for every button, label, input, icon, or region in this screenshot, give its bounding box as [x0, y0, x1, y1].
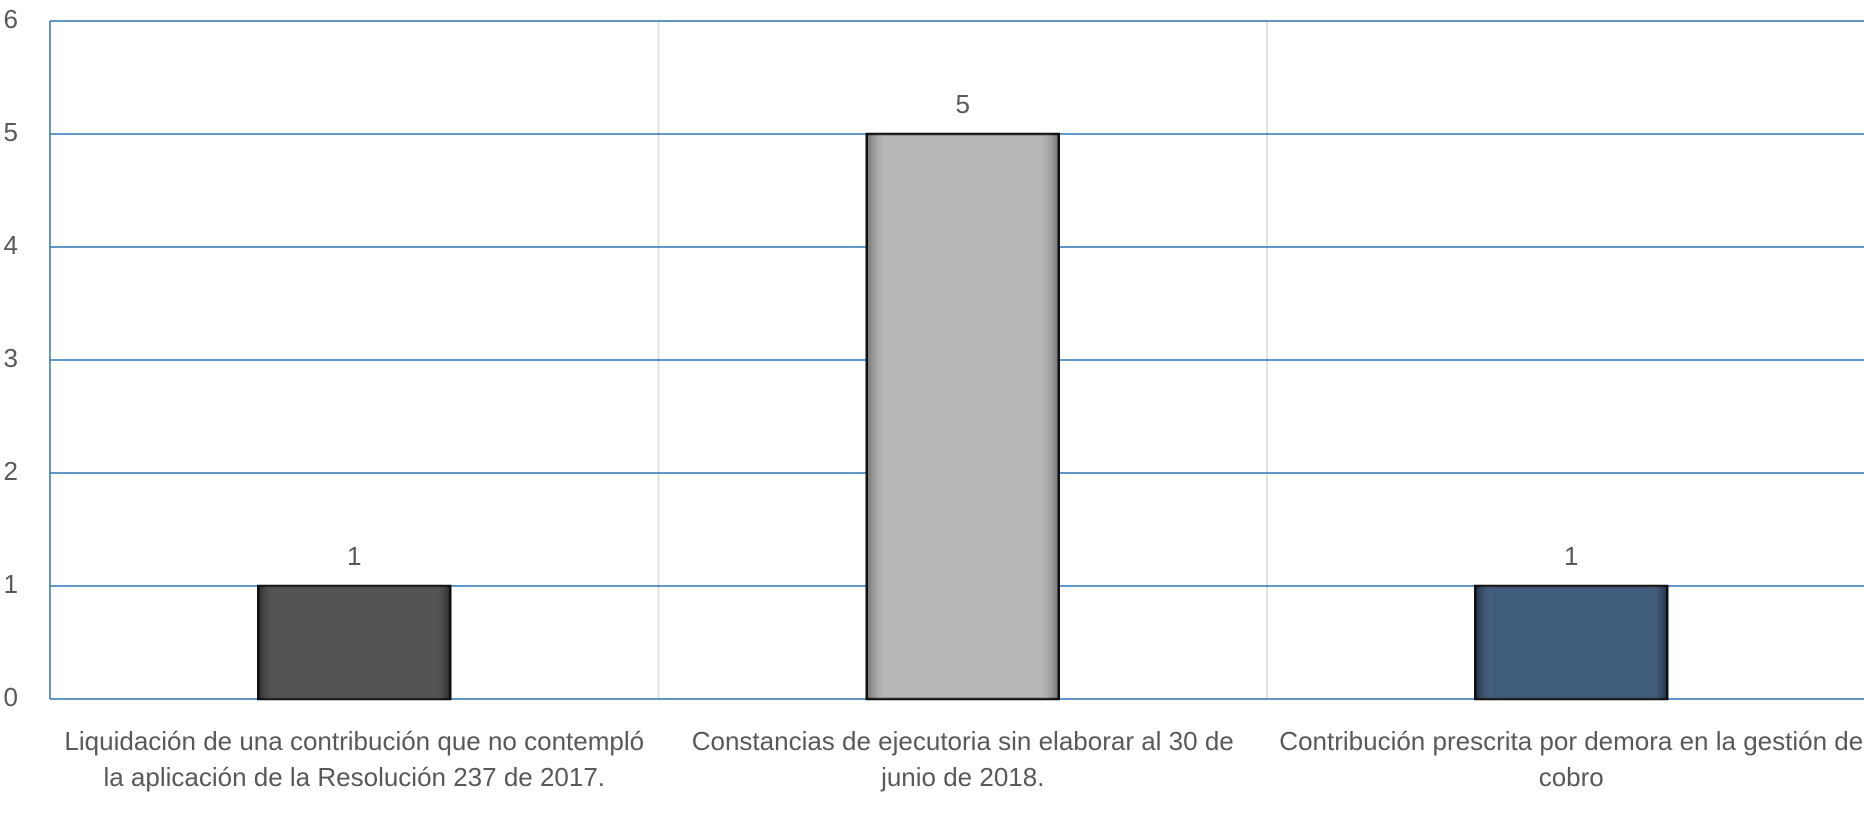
x-tick-label: Contribución prescrita por demora en la … — [1279, 726, 1864, 792]
bar-bevel — [866, 134, 1059, 699]
data-label: 1 — [347, 541, 361, 571]
bar-bevel — [1475, 586, 1668, 699]
data-label: 1 — [1564, 541, 1578, 571]
y-tick-label: 0 — [4, 682, 18, 712]
y-tick-label: 4 — [4, 230, 18, 260]
y-tick-label: 5 — [4, 117, 18, 147]
y-tick-label: 2 — [4, 456, 18, 486]
y-tick-label: 6 — [4, 4, 18, 34]
y-tick-label: 1 — [4, 569, 18, 599]
x-tick-label: Constancias de ejecutoria sin elaborar a… — [691, 726, 1234, 792]
data-label: 5 — [956, 89, 970, 119]
x-tick-label: Liquidación de una contribución que no c… — [64, 726, 645, 792]
bar-bevel — [258, 586, 451, 699]
y-tick-label: 3 — [4, 343, 18, 373]
